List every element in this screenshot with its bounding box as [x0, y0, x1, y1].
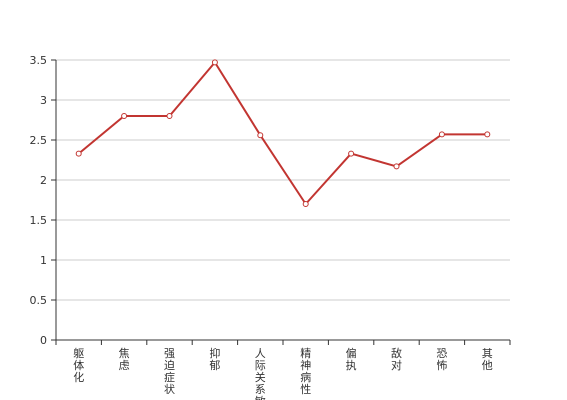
- axes: [51, 59, 511, 345]
- x-tick-label: 精神病性: [300, 347, 311, 396]
- data-point-2[interactable]: [166, 113, 173, 119]
- data-point-5[interactable]: [302, 201, 309, 207]
- data-point-1[interactable]: [121, 113, 128, 119]
- data-point-7[interactable]: [393, 163, 400, 170]
- y-tick-label: 1.5: [30, 214, 48, 227]
- x-tick-label: 其他: [482, 347, 493, 372]
- data-point-8[interactable]: [438, 131, 445, 138]
- y-tick-label: 3: [40, 94, 47, 107]
- y-tick-label: 3.5: [30, 54, 48, 67]
- y-tick-label: 1: [40, 254, 47, 267]
- x-tick-label: 偏执: [346, 346, 357, 372]
- y-tick-label: 0.5: [30, 294, 48, 307]
- x-axis-tick-labels: 躯体化 焦虑 强迫症状 抑郁 人际关系敏感 精神病性 偏执 敌对 恐怖 其他: [73, 346, 493, 400]
- x-tick-label: 恐怖: [436, 347, 447, 372]
- data-point-0[interactable]: [75, 150, 82, 157]
- x-tick-label: 强迫症状: [164, 347, 175, 396]
- data-points: [75, 59, 491, 207]
- data-point-6[interactable]: [348, 150, 355, 157]
- data-point-9[interactable]: [484, 131, 491, 138]
- x-tick-label: 敌对: [391, 346, 402, 372]
- grid-lines: [56, 59, 510, 301]
- series: [78, 61, 488, 205]
- data-point-4[interactable]: [257, 132, 264, 139]
- data-point-3[interactable]: [211, 59, 218, 66]
- series-line-0: [78, 61, 488, 205]
- y-tick-label: 0: [40, 334, 47, 347]
- y-axis-tick-labels: 0 0.5 1 1.5 2 2.5 3 3.5: [30, 54, 48, 347]
- x-tick-label: 人际关系敏感: [255, 347, 266, 400]
- x-tick-label: 焦虑: [119, 347, 130, 372]
- y-tick-label: 2.5: [30, 134, 48, 147]
- y-tick-label: 2: [40, 174, 47, 187]
- x-tick-label: 抑郁: [209, 346, 220, 372]
- x-tick-label: 躯体化: [73, 347, 84, 384]
